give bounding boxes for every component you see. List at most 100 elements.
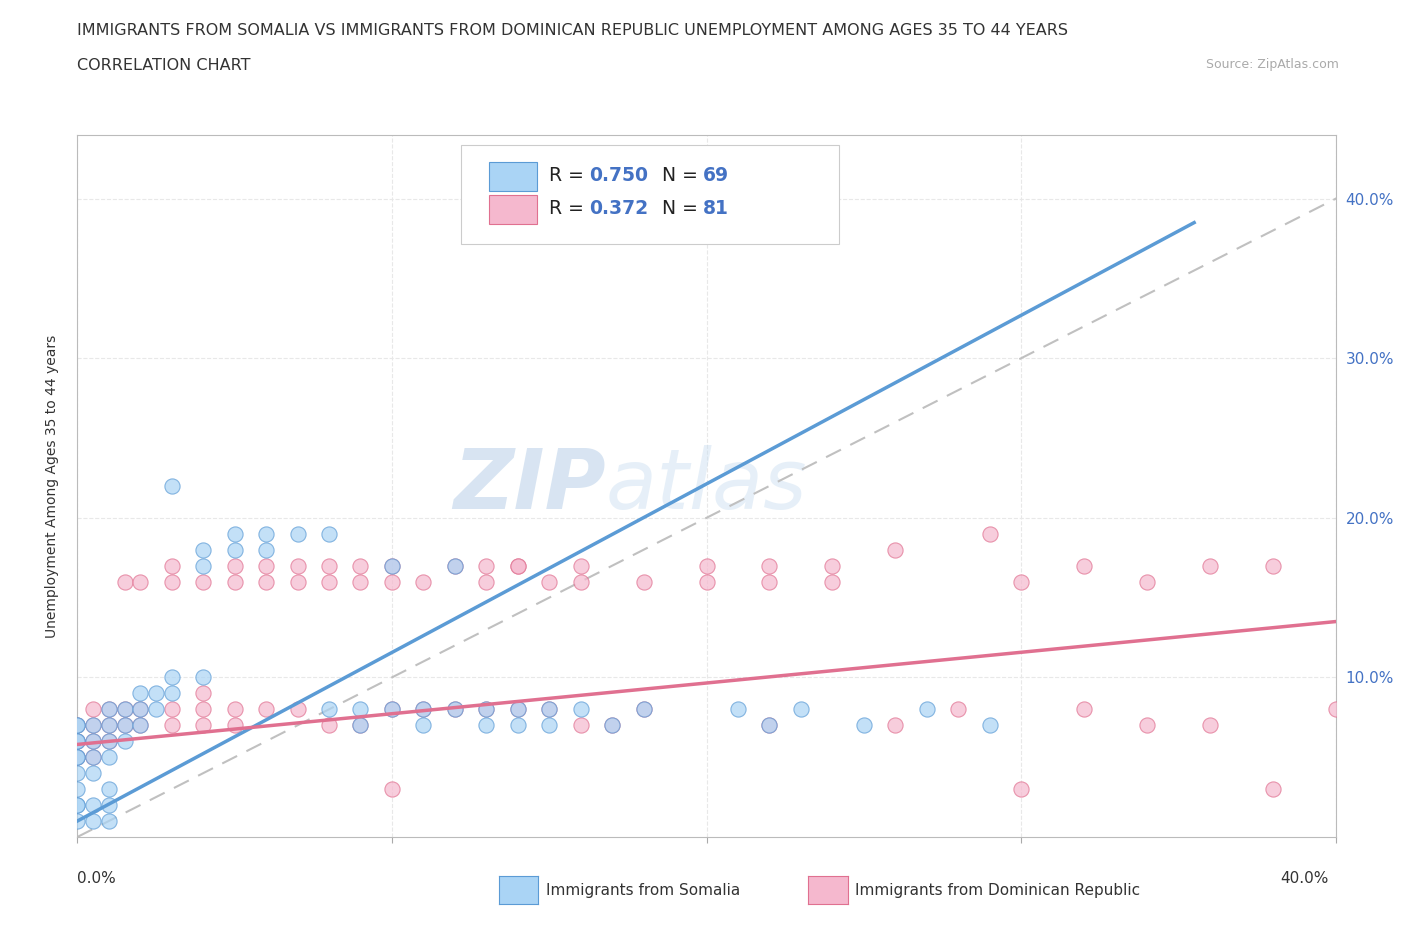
Text: N =: N = <box>650 166 704 185</box>
Point <box>633 574 655 589</box>
Point <box>852 718 875 733</box>
Point <box>696 175 718 190</box>
Point <box>600 718 623 733</box>
Point <box>1324 702 1347 717</box>
Text: R =: R = <box>550 199 591 218</box>
Point <box>82 750 104 764</box>
Point <box>191 686 215 701</box>
Point <box>254 558 277 573</box>
Point <box>506 718 529 733</box>
Text: Immigrants from Dominican Republic: Immigrants from Dominican Republic <box>855 883 1140 897</box>
Point <box>349 718 371 733</box>
Point <box>82 765 104 780</box>
Point <box>475 718 498 733</box>
Point <box>114 702 136 717</box>
Point <box>66 798 89 813</box>
Point <box>696 558 718 573</box>
Point <box>82 798 104 813</box>
Point <box>254 526 277 541</box>
Point <box>381 558 404 573</box>
Point <box>349 558 371 573</box>
Point <box>191 542 215 557</box>
Point <box>224 702 246 717</box>
Point <box>160 479 183 494</box>
Text: 0.372: 0.372 <box>589 199 648 218</box>
Point <box>1261 782 1284 797</box>
Point <box>129 718 152 733</box>
Point <box>191 718 215 733</box>
Point <box>191 702 215 717</box>
Point <box>1010 574 1032 589</box>
Point <box>145 686 167 701</box>
Point <box>97 814 120 829</box>
Point <box>884 542 907 557</box>
Point <box>475 702 498 717</box>
Point <box>475 558 498 573</box>
Point <box>475 574 498 589</box>
Text: IMMIGRANTS FROM SOMALIA VS IMMIGRANTS FROM DOMINICAN REPUBLIC UNEMPLOYMENT AMONG: IMMIGRANTS FROM SOMALIA VS IMMIGRANTS FR… <box>77 23 1069 38</box>
Point <box>129 574 152 589</box>
Point <box>506 558 529 573</box>
Point <box>129 702 152 717</box>
FancyBboxPatch shape <box>461 145 838 244</box>
Point <box>287 558 309 573</box>
Point <box>97 734 120 749</box>
Point <box>66 750 89 764</box>
Point <box>66 750 89 764</box>
Text: N =: N = <box>650 199 704 218</box>
Point <box>114 702 136 717</box>
Point <box>97 702 120 717</box>
Point <box>1199 718 1222 733</box>
Point <box>224 526 246 541</box>
Point <box>160 718 183 733</box>
Point <box>821 558 844 573</box>
Point <box>114 718 136 733</box>
Point <box>538 574 561 589</box>
Point <box>287 574 309 589</box>
Point <box>191 558 215 573</box>
Point <box>66 814 89 829</box>
Point <box>318 574 340 589</box>
Point <box>979 718 1001 733</box>
Point <box>82 750 104 764</box>
Text: 0.750: 0.750 <box>589 166 648 185</box>
Point <box>114 574 136 589</box>
Point <box>66 718 89 733</box>
Point <box>1073 702 1095 717</box>
Point <box>287 702 309 717</box>
Point <box>66 718 89 733</box>
Point <box>114 734 136 749</box>
Point <box>145 702 167 717</box>
Point <box>412 702 434 717</box>
Text: 40.0%: 40.0% <box>1281 871 1329 886</box>
Point <box>160 670 183 684</box>
Point <box>696 574 718 589</box>
Point <box>475 702 498 717</box>
Point <box>318 702 340 717</box>
Text: Immigrants from Somalia: Immigrants from Somalia <box>546 883 740 897</box>
Point <box>444 702 467 717</box>
Point <box>915 702 938 717</box>
Point <box>349 574 371 589</box>
Point <box>97 782 120 797</box>
Point <box>66 750 89 764</box>
Point <box>506 702 529 717</box>
Point <box>318 718 340 733</box>
Point <box>66 734 89 749</box>
Point <box>160 702 183 717</box>
Point <box>538 702 561 717</box>
Point <box>821 574 844 589</box>
Point <box>254 574 277 589</box>
Text: atlas: atlas <box>606 445 807 526</box>
Text: CORRELATION CHART: CORRELATION CHART <box>77 58 250 73</box>
Y-axis label: Unemployment Among Ages 35 to 44 years: Unemployment Among Ages 35 to 44 years <box>45 334 59 638</box>
Point <box>1261 558 1284 573</box>
Point <box>506 558 529 573</box>
Point <box>758 718 780 733</box>
Point <box>82 734 104 749</box>
Point <box>224 542 246 557</box>
Point <box>1073 558 1095 573</box>
Point <box>66 782 89 797</box>
Point <box>790 702 813 717</box>
Point <box>412 702 434 717</box>
